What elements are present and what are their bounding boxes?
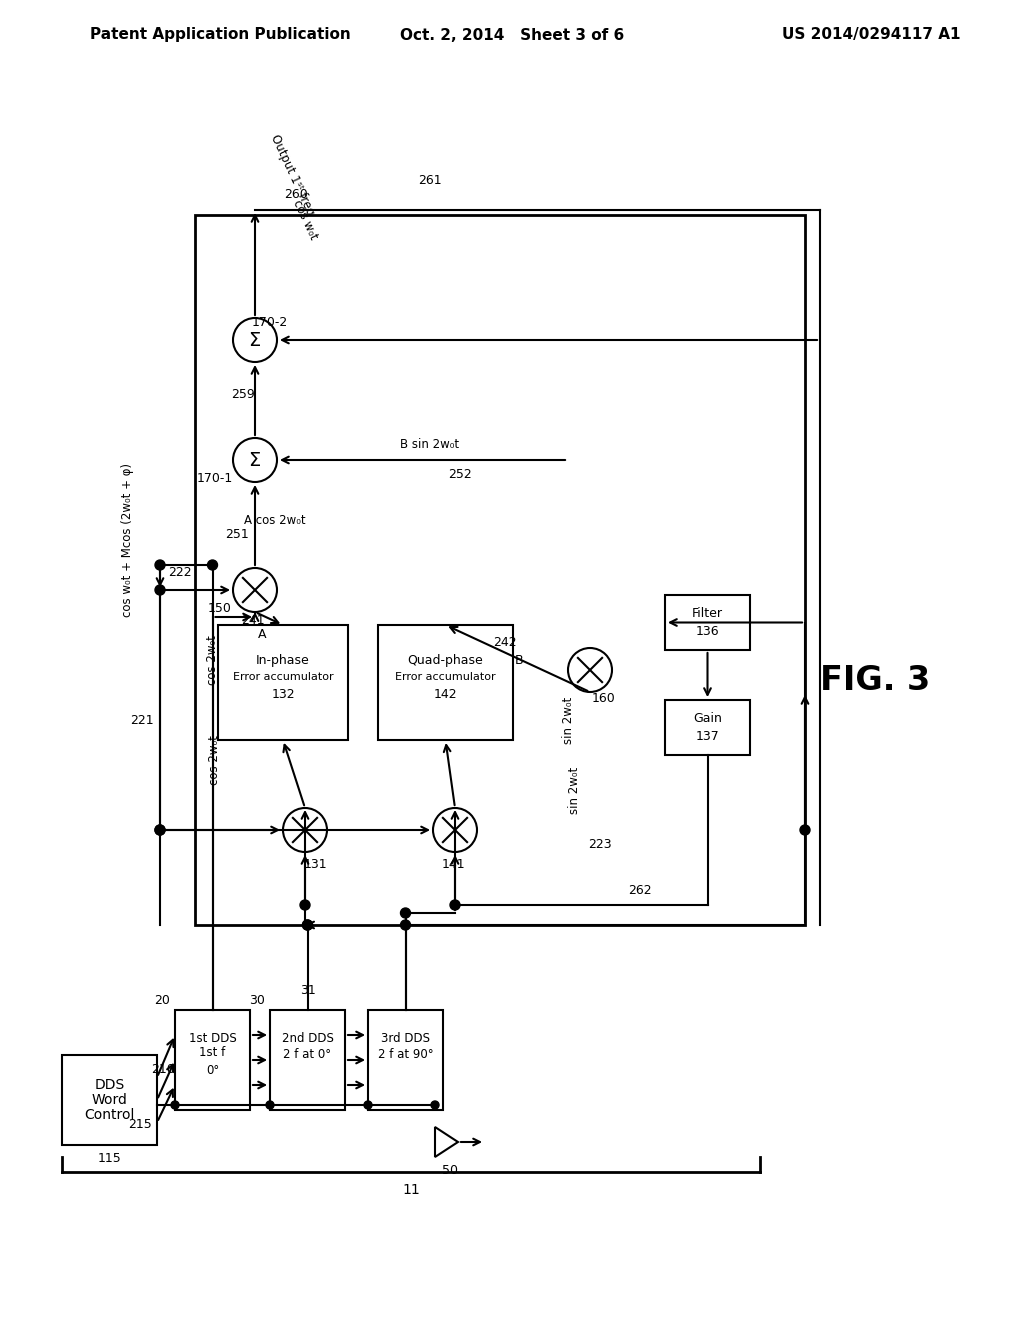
Text: B: B [515, 653, 523, 667]
Text: 221: 221 [130, 714, 154, 726]
Circle shape [400, 908, 411, 917]
Bar [270, 1010, 345, 1110]
Text: Oct. 2, 2014   Sheet 3 of 6: Oct. 2, 2014 Sheet 3 of 6 [400, 28, 624, 42]
Text: 150: 150 [208, 602, 232, 615]
Circle shape [431, 1101, 439, 1109]
Bar [175, 1010, 250, 1110]
Text: 30: 30 [249, 994, 265, 1006]
Text: 251: 251 [225, 528, 249, 541]
Text: 131: 131 [303, 858, 327, 871]
Text: 223: 223 [588, 838, 611, 851]
Bar [378, 624, 513, 741]
Bar [665, 595, 750, 649]
Text: 1st f: 1st f [200, 1047, 225, 1060]
Text: 141: 141 [441, 858, 465, 871]
Text: US 2014/0294117 A1: US 2014/0294117 A1 [781, 28, 961, 42]
Text: 115: 115 [97, 1152, 122, 1166]
Text: cos w₀t: cos w₀t [290, 198, 319, 242]
Text: Gain: Gain [693, 711, 722, 725]
Text: 136: 136 [695, 624, 719, 638]
Circle shape [155, 585, 165, 595]
Text: 170-1: 170-1 [197, 471, 233, 484]
Text: 170-2: 170-2 [252, 315, 288, 329]
Text: sin 2w₀t: sin 2w₀t [568, 767, 582, 813]
Circle shape [302, 920, 312, 931]
Text: 241: 241 [242, 614, 265, 627]
Circle shape [171, 1101, 179, 1109]
Text: 142: 142 [434, 688, 458, 701]
Circle shape [364, 1101, 372, 1109]
Bar [62, 1055, 157, 1144]
Text: Error accumulator: Error accumulator [232, 672, 334, 681]
Bar [665, 700, 750, 755]
Text: 11: 11 [402, 1183, 420, 1197]
Circle shape [155, 825, 165, 836]
Text: A cos 2w₀t: A cos 2w₀t [244, 513, 305, 527]
Text: 2nd DDS: 2nd DDS [282, 1031, 334, 1044]
Text: In-phase: In-phase [256, 653, 310, 667]
Text: Filter: Filter [692, 607, 723, 620]
Text: 160: 160 [592, 692, 615, 705]
Text: DDS: DDS [94, 1078, 125, 1092]
Text: FIG. 3: FIG. 3 [820, 664, 930, 697]
Text: Patent Application Publication: Patent Application Publication [90, 28, 351, 42]
Text: 132: 132 [271, 688, 295, 701]
Text: Error accumulator: Error accumulator [395, 672, 496, 681]
Text: 3rd DDS: 3rd DDS [381, 1031, 430, 1044]
Text: 31: 31 [300, 983, 315, 997]
Text: 215: 215 [128, 1118, 152, 1131]
Text: $\Sigma$: $\Sigma$ [249, 450, 261, 470]
Text: 259: 259 [231, 388, 255, 401]
Text: cos 2w₀t: cos 2w₀t [208, 735, 220, 785]
Text: 210: 210 [152, 1063, 175, 1076]
Text: Output 1ˢᵗ freq: Output 1ˢᵗ freq [267, 132, 316, 218]
Bar [368, 1010, 443, 1110]
Text: 260: 260 [284, 189, 308, 202]
Circle shape [208, 560, 217, 570]
Text: 0°: 0° [206, 1064, 219, 1077]
Text: 137: 137 [695, 730, 720, 743]
Text: 2 f at 90°: 2 f at 90° [378, 1048, 433, 1061]
Text: 242: 242 [494, 635, 517, 648]
Text: B sin 2w₀t: B sin 2w₀t [400, 438, 460, 451]
Text: 252: 252 [449, 469, 472, 482]
Text: 222: 222 [168, 565, 191, 578]
Circle shape [155, 825, 165, 836]
Text: Control: Control [84, 1107, 135, 1122]
Text: 2 f at 0°: 2 f at 0° [284, 1048, 332, 1061]
Text: $\Sigma$: $\Sigma$ [249, 330, 261, 350]
Text: Quad-phase: Quad-phase [408, 653, 483, 667]
Text: 261: 261 [418, 173, 441, 186]
Circle shape [266, 1101, 274, 1109]
Circle shape [302, 920, 312, 931]
Text: cos 2w₀t: cos 2w₀t [206, 635, 218, 685]
Text: 20: 20 [155, 994, 170, 1006]
Bar [218, 624, 348, 741]
Circle shape [155, 560, 165, 570]
Circle shape [300, 900, 310, 909]
Text: 1st DDS: 1st DDS [188, 1031, 237, 1044]
Circle shape [800, 825, 810, 836]
Text: 262: 262 [628, 883, 652, 896]
Text: 50: 50 [442, 1163, 458, 1176]
Circle shape [400, 920, 411, 931]
Text: Word: Word [91, 1093, 127, 1107]
Text: A: A [258, 628, 266, 642]
Text: sin 2w₀t: sin 2w₀t [561, 697, 574, 743]
Circle shape [450, 900, 460, 909]
Text: cos w₀t + Mcos (2w₀t + φ): cos w₀t + Mcos (2w₀t + φ) [122, 463, 134, 616]
Bar [195, 215, 805, 925]
